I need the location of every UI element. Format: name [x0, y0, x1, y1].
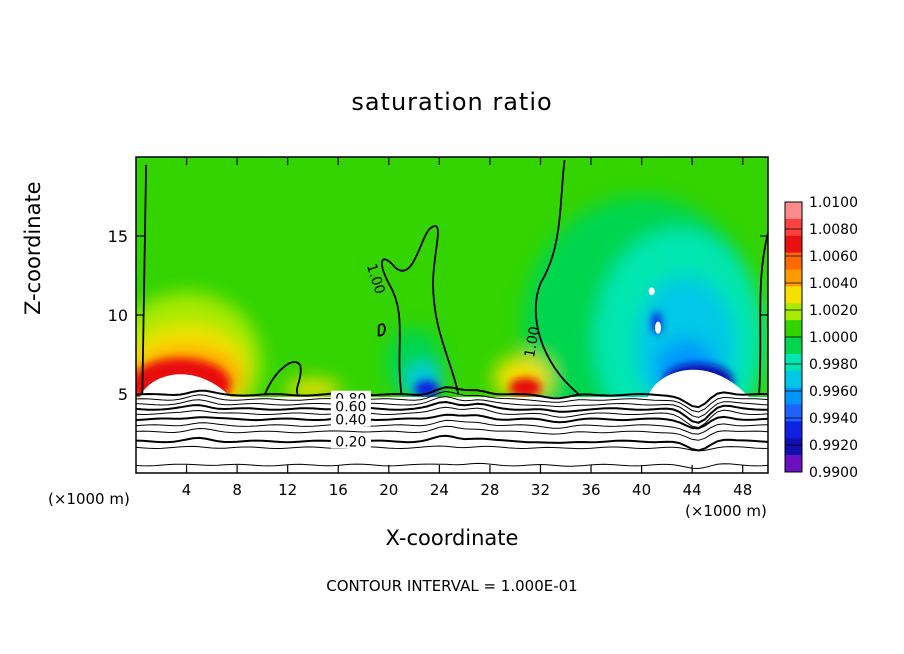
x-axis-label: X-coordinate	[385, 526, 519, 550]
x-unit-left: (×1000 m)	[48, 490, 130, 508]
y-tick-label-2: 15	[108, 227, 128, 246]
contour-line-1	[135, 390, 769, 413]
field-blobs	[136, 195, 765, 397]
blank-patch-column	[655, 321, 662, 334]
colorbar-swatch-3	[785, 252, 802, 270]
y-axis-label: Z-coordinate	[21, 181, 46, 315]
contour-line-10	[135, 462, 769, 470]
x-tick-label-11: 48	[733, 481, 752, 499]
colorbar-swatch-0	[785, 202, 802, 220]
contour-line-8	[135, 434, 769, 452]
x-tick-label-5: 24	[430, 481, 449, 499]
unity-contour-5	[758, 232, 769, 395]
x-tick-label-6: 28	[480, 481, 499, 499]
x-axis: 4 8 12 16 20 24 28 32 36 40 44 48	[182, 157, 752, 499]
colorbar-label-1: 1.0080	[809, 222, 858, 238]
colorbar-swatch-6	[785, 303, 802, 321]
colorbar-swatch-8	[785, 337, 802, 355]
x-tick-label-3: 16	[329, 481, 348, 499]
contour-line-9	[135, 445, 769, 452]
blank-patch-right	[647, 369, 749, 397]
saturation-field	[136, 157, 768, 397]
colorbar-swatch-14	[785, 438, 802, 456]
unity-contour-0	[141, 164, 148, 395]
colorbar: 1.0100 1.0080 1.0060 1.0040 1.0020 1.0000 0.99…	[784, 195, 858, 481]
contour-line-7	[135, 425, 769, 441]
field-upper	[136, 157, 768, 397]
unity-contour-3	[377, 323, 386, 337]
contour-label-5: 0.20	[335, 434, 366, 450]
contour-line-0	[135, 386, 769, 409]
colorbar-label-3: 1.0040	[809, 276, 858, 292]
blob-red-mid	[509, 377, 542, 397]
colorbar-label-2: 1.0060	[809, 249, 858, 265]
colorbar-swatch-13	[785, 421, 802, 439]
colorbar-swatch-11	[785, 387, 802, 405]
colorbar-swatch-4	[785, 269, 802, 287]
contour-label-bg-4	[330, 411, 371, 427]
colorbar-label-6: 0.9980	[809, 357, 858, 373]
x-tick-label-7: 32	[531, 481, 550, 499]
colorbar-label-5: 1.0000	[809, 330, 858, 346]
contour-lines	[135, 386, 769, 470]
unity-contour-2	[381, 225, 460, 395]
colorbar-swatch-15	[785, 455, 802, 473]
x-tick-label-1: 8	[232, 481, 242, 499]
contour-line-6	[135, 419, 769, 435]
unity-contour-lines	[141, 160, 769, 395]
y-tick-label-0: 5	[118, 385, 128, 404]
colorbar-swatch-2	[785, 235, 802, 253]
contour-line-5	[135, 413, 769, 430]
contour-line-2	[135, 396, 769, 419]
contour-line-3	[135, 400, 769, 424]
colorbar-label-0: 1.0100	[809, 195, 858, 211]
blank-patch-small	[648, 287, 655, 296]
x-tick-label-8: 36	[581, 481, 600, 499]
unity-contour-1	[264, 361, 302, 395]
unity-contour-4	[534, 160, 579, 395]
colorbar-swatch-1	[785, 218, 802, 237]
y-axis: 5 10 15	[108, 227, 768, 404]
colorbar-swatch-7	[785, 320, 802, 338]
contour-label-1: 1.00	[522, 325, 543, 358]
colorbar-label-4: 1.0020	[809, 303, 858, 319]
x-tick-label-10: 44	[683, 481, 702, 499]
contour-label-bg-5	[330, 433, 371, 449]
x-tick-label-4: 20	[379, 481, 398, 499]
colorbar-label-9: 0.9920	[809, 438, 858, 454]
colorbar-label-10: 0.9900	[809, 465, 858, 481]
colorbar-label-7: 0.9960	[809, 384, 858, 400]
colorbar-swatch-10	[785, 370, 802, 388]
blob-darkblue-mid	[414, 380, 439, 397]
chart-title: saturation ratio	[351, 88, 553, 116]
contour-label-bg-3	[330, 398, 371, 414]
x-tick-label-2: 12	[278, 481, 297, 499]
x-unit-right: (×1000 m)	[685, 502, 767, 520]
x-tick-label-9: 40	[632, 481, 651, 499]
colorbar-swatch-12	[785, 404, 802, 422]
colorbar-swatch-5	[785, 286, 802, 304]
x-tick-label-0: 4	[182, 481, 192, 499]
contour-line-4	[135, 406, 769, 429]
contour-interval-note: CONTOUR INTERVAL = 1.000E-01	[326, 577, 578, 595]
contour-labels: 1.001.000.800.600.400.20	[330, 262, 543, 450]
contour-label-4: 0.40	[335, 412, 366, 428]
colorbar-label-8: 0.9940	[809, 411, 858, 427]
y-tick-label-1: 10	[108, 306, 128, 325]
colorbar-swatch-9	[785, 353, 802, 372]
